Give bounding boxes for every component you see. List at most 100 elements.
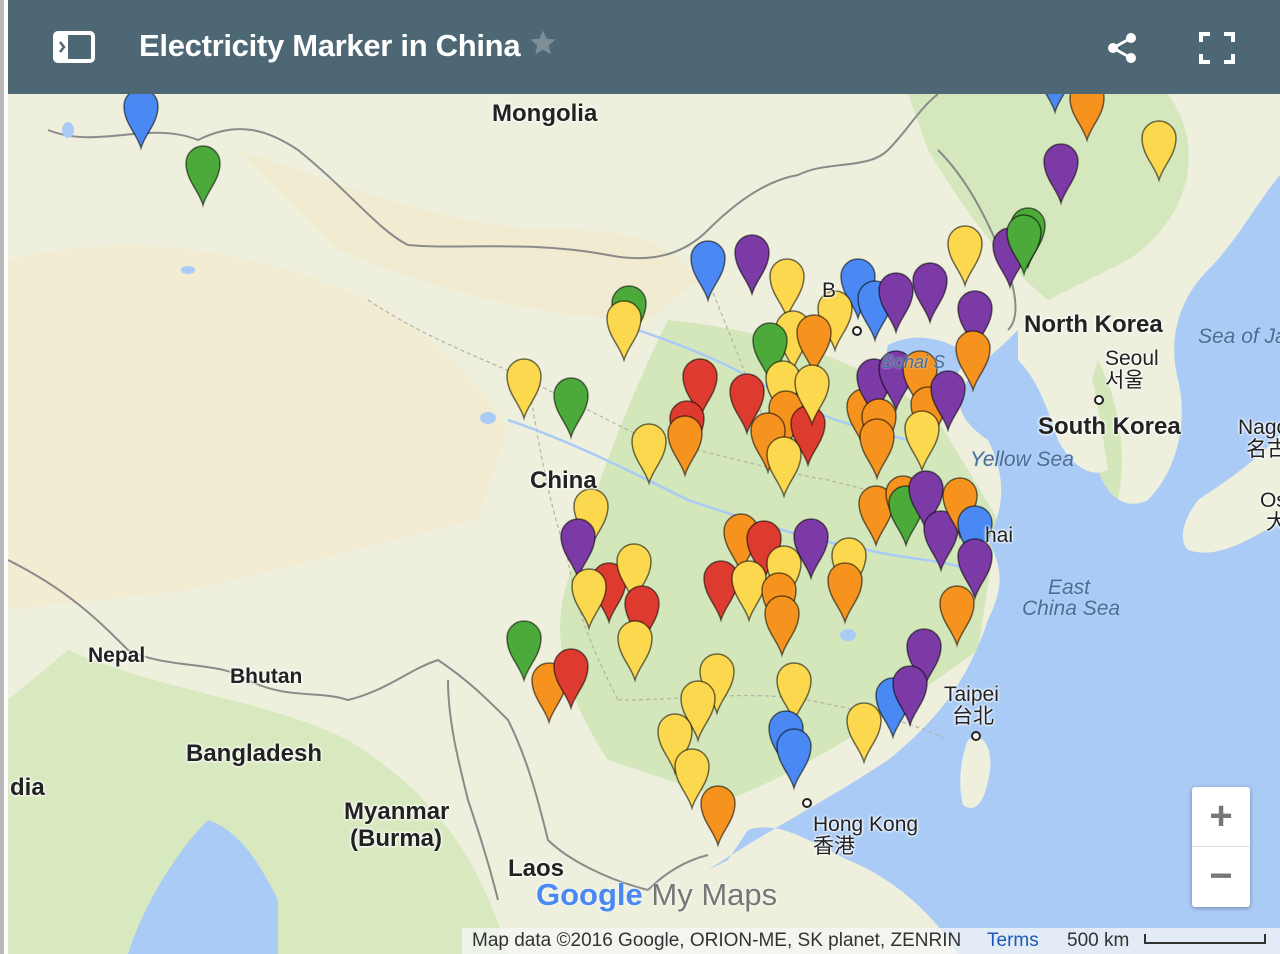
map-marker-yellow[interactable] [571,568,607,631]
share-icon[interactable] [1104,30,1140,66]
japan-land [1182,434,1280,553]
map-marker-yellow[interactable] [766,436,802,499]
legend-toggle-icon[interactable] [52,30,96,64]
zoom-control: + − [1192,787,1250,907]
map-marker-yellow[interactable] [776,662,812,725]
map-marker-orange[interactable] [667,415,703,478]
map-marker-blue[interactable] [1038,94,1072,115]
map-marker-purple[interactable] [957,538,993,601]
label-myanmar: Myanmar [344,798,450,825]
label-east-china-sea-2: China Sea [1022,597,1121,620]
map-marker-blue[interactable] [776,728,812,791]
map-marker-yellow[interactable] [904,410,940,473]
label-bohai-sea: Bohai S [882,352,946,372]
label-shanghai: hai [985,524,1014,547]
label-south-korea: South Korea [1038,413,1181,440]
scale-label: 500 km [1067,930,1130,951]
map-marker-purple[interactable] [560,518,596,581]
label-seoul-local: 서울 [1105,369,1144,392]
map-marker-green[interactable] [506,620,542,683]
map-base [8,94,1280,954]
forest-area [8,650,508,954]
map-marker-red[interactable] [682,358,718,421]
map-marker-green[interactable] [1006,214,1042,277]
beijing-dot [852,326,862,336]
map-marker-yellow[interactable] [616,543,652,606]
scale-bar [1144,934,1266,944]
label-nagoya: Nago [1238,416,1280,439]
map-marker-blue[interactable] [690,240,726,303]
pacific-water [708,174,1280,954]
map-marker-yellow[interactable] [506,358,542,421]
map-title: Electricity Marker in China [139,28,521,63]
map-marker-purple[interactable] [930,370,966,433]
map-marker-blue[interactable] [123,94,159,151]
taipei-dot [971,731,981,741]
map-marker-orange[interactable] [859,418,895,481]
label-china: China [530,467,597,494]
label-nagoya-local: 名古 [1246,438,1280,461]
map-marker-yellow[interactable] [631,423,667,486]
map-marker-green[interactable] [752,322,788,385]
map-marker-blue[interactable] [957,505,993,568]
star-icon[interactable] [528,28,558,58]
desert-region [8,245,508,610]
label-laos: Laos [508,855,565,882]
map-marker-yellow[interactable] [794,364,830,427]
label-bhutan: Bhutan [230,665,303,688]
map-marker-purple[interactable] [793,518,829,581]
map-marker-orange[interactable] [858,485,894,548]
map-marker-yellow[interactable] [846,702,882,765]
map-header: Electricity Marker in China [8,0,1280,94]
zoom-in-button[interactable]: + [1192,787,1250,847]
map-marker-red[interactable] [624,585,660,648]
forest-area [908,94,1189,300]
map-marker-purple[interactable] [957,290,993,353]
map-marker-orange[interactable] [955,330,991,393]
map-marker-orange[interactable] [796,314,832,377]
label-mongolia: Mongolia [492,100,598,127]
map-marker-purple[interactable] [878,272,914,335]
map-marker-purple[interactable] [892,665,928,728]
map-marker-yellow[interactable] [947,225,983,288]
map-marker-orange[interactable] [827,562,863,625]
map-marker-purple[interactable] [1043,143,1079,206]
map-marker-green[interactable] [185,145,221,208]
bay-of-bengal [128,820,278,954]
map-marker-orange[interactable] [1069,94,1105,143]
label-sea-of-japan: Sea of Ja [1198,325,1280,348]
map-marker-orange[interactable] [764,595,800,658]
taiwan-island [960,736,991,809]
fullscreen-icon[interactable] [1197,30,1237,66]
label-burma: (Burma) [350,825,443,852]
map-marker-yellow[interactable] [680,680,716,743]
gobi-desert [238,150,698,320]
map-marker-orange[interactable] [700,785,736,848]
map-marker-yellow[interactable] [617,620,653,683]
map-marker-yellow[interactable] [1141,120,1177,183]
map-marker-yellow[interactable] [657,713,693,776]
lakes [62,122,856,641]
map-marker-yellow[interactable] [606,300,642,363]
label-nepal: Nepal [88,644,146,667]
map-marker-purple[interactable] [734,234,770,297]
map-marker-yellow[interactable] [769,258,805,321]
map-marker-orange[interactable] [939,585,975,648]
hong-kong-dot [802,798,812,808]
map-marker-purple[interactable] [906,628,942,691]
label-north-korea: North Korea [1024,311,1163,338]
map-marker-red[interactable] [729,373,765,436]
terms-link[interactable]: Terms [987,930,1039,951]
map-marker-green[interactable] [553,377,589,440]
zoom-out-button[interactable]: − [1209,854,1233,898]
map-marker-red[interactable] [553,648,589,711]
map-marker-purple[interactable] [912,262,948,325]
korea-peninsula [1018,326,1108,473]
label-bangladesh: Bangladesh [186,740,323,767]
map-canvas[interactable]: Mongolia China North Korea South Korea S… [8,94,1280,954]
map-marker-red[interactable] [703,560,739,623]
map-marker-yellow[interactable] [674,748,710,811]
google-my-maps-watermark: Google My Maps [536,877,777,913]
map-marker-purple[interactable] [908,470,944,533]
map-marker-purple[interactable] [923,510,959,573]
